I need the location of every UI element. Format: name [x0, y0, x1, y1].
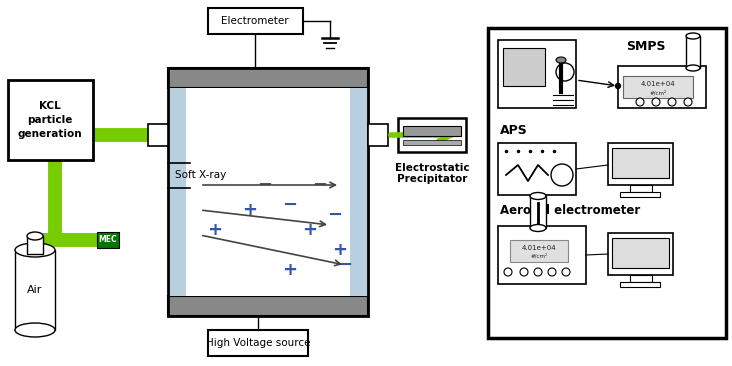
Ellipse shape [686, 65, 700, 71]
Text: −: − [327, 206, 343, 224]
Text: −: − [283, 196, 298, 214]
Bar [630, 275, 652, 282]
Bar [686, 36, 700, 68]
Bar [618, 66, 706, 108]
Bar [608, 143, 673, 185]
Text: #/cm²: #/cm² [531, 253, 548, 259]
Ellipse shape [15, 243, 55, 257]
Bar [148, 124, 168, 146]
Text: High Voltage source: High Voltage source [206, 338, 310, 348]
Ellipse shape [530, 193, 546, 199]
Bar [612, 148, 669, 178]
Text: −: − [258, 176, 272, 194]
Text: Precipitator: Precipitator [397, 174, 467, 184]
Text: Electrometer: Electrometer [221, 16, 289, 26]
Bar [608, 233, 673, 275]
Bar [630, 185, 652, 192]
Bar [498, 40, 576, 108]
Circle shape [616, 83, 621, 89]
Circle shape [548, 268, 556, 276]
Bar [368, 124, 388, 146]
Text: +: + [207, 221, 223, 239]
Bar [498, 226, 586, 284]
Circle shape [684, 98, 692, 106]
Bar [488, 28, 726, 338]
Circle shape [652, 98, 660, 106]
Bar [27, 236, 43, 254]
Bar [350, 88, 368, 296]
Bar [168, 68, 368, 88]
Text: #/cm²: #/cm² [649, 90, 667, 96]
Ellipse shape [686, 33, 700, 39]
Text: APS: APS [500, 123, 528, 137]
Bar [503, 48, 545, 86]
Bar [208, 330, 308, 356]
Text: −: − [313, 176, 327, 194]
Ellipse shape [556, 57, 566, 63]
Bar [15, 250, 55, 330]
Text: MEC: MEC [99, 235, 117, 244]
Text: +: + [242, 201, 258, 219]
Text: Soft X-ray: Soft X-ray [175, 170, 226, 180]
Text: +: + [283, 261, 297, 279]
Circle shape [504, 268, 512, 276]
Text: SMPS: SMPS [626, 40, 665, 52]
Bar [612, 238, 669, 268]
Text: Electrostatic: Electrostatic [395, 163, 469, 173]
Circle shape [668, 98, 676, 106]
Bar [168, 88, 186, 296]
Ellipse shape [15, 323, 55, 337]
Text: Air: Air [27, 285, 42, 295]
Bar [208, 8, 303, 34]
Bar [8, 80, 93, 160]
Bar [97, 232, 119, 248]
Ellipse shape [27, 232, 43, 240]
Text: 4.01e+04: 4.01e+04 [640, 81, 676, 87]
Text: 4.01e+04: 4.01e+04 [522, 245, 556, 251]
Circle shape [520, 268, 528, 276]
Text: +: + [332, 241, 348, 259]
Bar [623, 76, 693, 98]
Text: Aerosol electrometer: Aerosol electrometer [500, 203, 640, 217]
Bar [398, 118, 466, 152]
Bar [498, 143, 576, 195]
Bar [620, 192, 660, 197]
Bar [620, 282, 660, 287]
Bar [168, 296, 368, 316]
Bar [403, 140, 461, 145]
Circle shape [636, 98, 644, 106]
Bar [168, 68, 368, 316]
Text: +: + [302, 221, 318, 239]
Ellipse shape [530, 224, 546, 232]
Bar [186, 88, 350, 296]
Text: −: − [337, 256, 353, 274]
Text: KCL
particle
generation: KCL particle generation [18, 101, 82, 139]
Circle shape [551, 164, 573, 186]
Bar [530, 196, 546, 228]
Circle shape [556, 63, 574, 81]
Circle shape [562, 268, 570, 276]
Bar [403, 126, 461, 136]
Circle shape [534, 268, 542, 276]
Bar [510, 240, 568, 262]
